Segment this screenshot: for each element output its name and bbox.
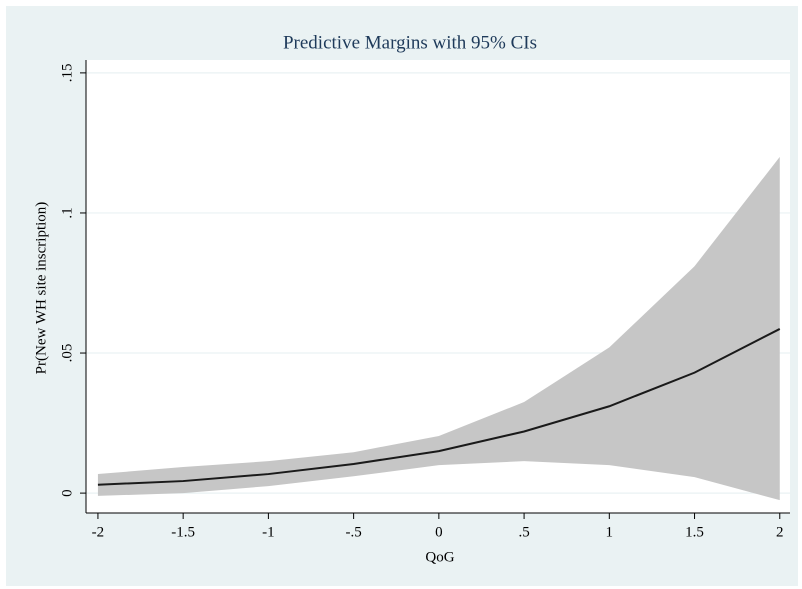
y-tick-label: .1 (59, 207, 75, 218)
x-tick-label: -.5 (345, 524, 361, 540)
line (97, 328, 781, 486)
y-tick-label: .15 (59, 64, 75, 83)
confidence-band (97, 156, 780, 501)
x-tick-label: 1 (606, 524, 614, 540)
y-tick-label: .05 (59, 344, 75, 363)
x-tick-label: 0 (435, 524, 443, 540)
y-axis-label: Pr(New WH site inscription) (33, 202, 49, 375)
x-tick-label: 1.5 (685, 524, 704, 540)
x-tick-label: .5 (518, 524, 529, 540)
x-tick-label: -1.5 (171, 524, 195, 540)
chart-title: Predictive Margins with 95% CIs (283, 32, 537, 53)
x-axis-label: QoG (425, 549, 454, 565)
x-tick-label: -2 (92, 524, 105, 540)
x-tick-label: 2 (776, 524, 784, 540)
x-tick-label: -1 (262, 524, 275, 540)
y-tick-label: 0 (59, 489, 75, 497)
